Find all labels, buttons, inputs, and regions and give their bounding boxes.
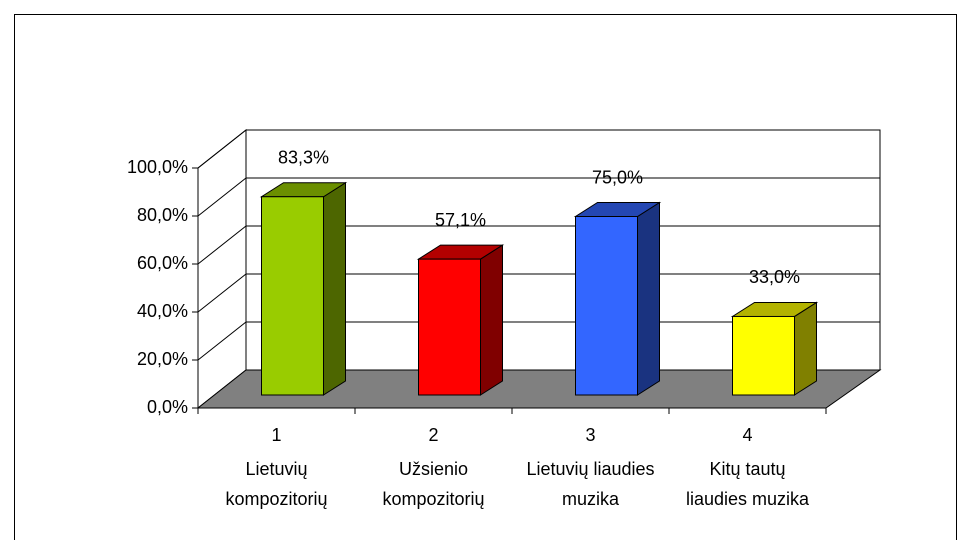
bar	[732, 315, 795, 396]
y-tick-label: 100,0%	[127, 157, 188, 177]
value-label: 33,0%	[749, 267, 800, 287]
category-description: kompozitorių	[225, 489, 327, 509]
grid-line	[197, 321, 880, 361]
y-tick-label: 20,0%	[137, 349, 188, 369]
y-tick-label: 0,0%	[147, 397, 188, 417]
x-tick-label: 1	[271, 425, 281, 445]
category-description: muzika	[562, 489, 620, 509]
grid-line	[197, 225, 880, 265]
category-description: Užsienio	[399, 459, 468, 479]
side-wall	[197, 128, 247, 410]
x-tick-label: 2	[428, 425, 438, 445]
y-tick-label: 60,0%	[137, 253, 188, 273]
value-label: 57,1%	[435, 210, 486, 230]
grid-line	[197, 129, 880, 169]
bar	[261, 196, 324, 396]
category-description: Lietuvių liaudies	[526, 459, 654, 479]
x-tick-label: 4	[742, 425, 752, 445]
category-description: Kitų tautų	[709, 459, 785, 479]
bar	[575, 216, 638, 396]
grid-line	[197, 273, 880, 313]
bar-side	[323, 181, 346, 396]
bar-side	[794, 301, 817, 396]
category-description: liaudies muzika	[686, 489, 810, 509]
bar-side	[637, 201, 660, 396]
value-label: 83,3%	[278, 147, 329, 167]
y-tick-label: 40,0%	[137, 301, 188, 321]
category-description: Lietuvių	[245, 459, 307, 479]
x-tick-label: 3	[585, 425, 595, 445]
grid-line	[197, 177, 880, 217]
bar	[418, 258, 481, 396]
bar-side	[480, 244, 503, 396]
y-tick-label: 80,0%	[137, 205, 188, 225]
value-label: 75,0%	[592, 167, 643, 187]
category-description: kompozitorių	[382, 489, 484, 509]
